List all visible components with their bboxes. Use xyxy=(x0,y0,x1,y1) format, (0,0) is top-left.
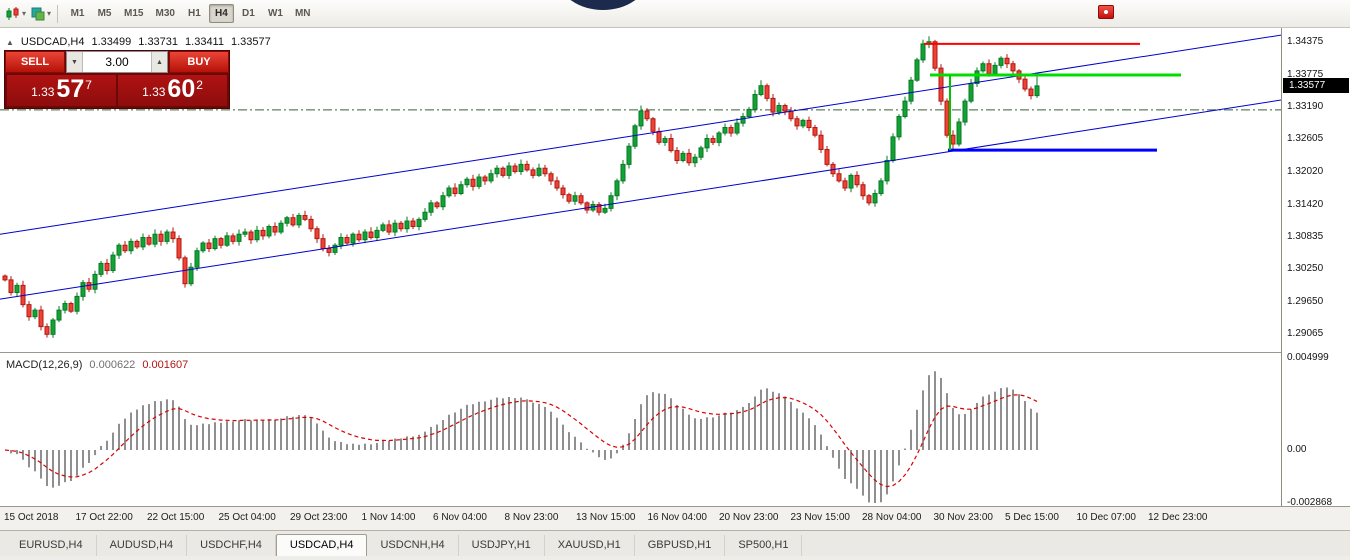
sell-price-prefix: 1.33 xyxy=(31,85,55,99)
time-axis-label: 20 Nov 23:00 xyxy=(719,512,779,523)
chevron-down-icon[interactable]: ▾ xyxy=(47,9,52,18)
timeframe-d1[interactable]: D1 xyxy=(242,8,255,19)
price-axis-label: 1.33775 xyxy=(1287,69,1324,80)
top-toolbar: ▾ ▾ M1 M5 M15 M30 H1 H4 D1 W1 MN xyxy=(0,0,1350,28)
pane-separator[interactable] xyxy=(0,352,1350,353)
price-axis-label: 1.32605 xyxy=(1287,133,1324,145)
time-axis-label: 25 Oct 04:00 xyxy=(218,512,276,523)
time-axis-label: 6 Nov 04:00 xyxy=(433,512,487,523)
time-axis-label: 13 Nov 15:00 xyxy=(576,512,636,523)
chart-window: ▲ USDCAD,H4 1.33499 1.33731 1.33411 1.33… xyxy=(0,28,1350,530)
sell-button[interactable]: SELL xyxy=(5,51,65,73)
timeframe-m5[interactable]: M5 xyxy=(97,8,112,19)
macd-main-value: 0.000622 xyxy=(89,359,136,371)
ohlc-open: 1.33499 xyxy=(91,36,132,48)
one-click-trading-panel: SELL ▼ 3.00 ▲ BUY 1.33 57 7 1.33 60 2 xyxy=(4,50,230,109)
buy-price-display[interactable]: 1.33 60 2 xyxy=(118,75,227,106)
ohlc-low: 1.33411 xyxy=(185,36,224,48)
price-axis-label: 1.29650 xyxy=(1287,295,1324,307)
time-axis-label: 28 Nov 04:00 xyxy=(862,512,922,523)
volume-stepper: ▼ 3.00 ▲ xyxy=(66,51,168,73)
volume-increase-button[interactable]: ▲ xyxy=(151,52,167,72)
macd-axis-label: -0.002868 xyxy=(1287,497,1333,508)
volume-value[interactable]: 3.00 xyxy=(105,55,129,69)
price-axis-label: 1.29065 xyxy=(1287,328,1324,340)
ohlc-close: 1.33577 xyxy=(230,36,271,48)
time-axis-label: 12 Dec 23:00 xyxy=(1148,512,1208,523)
price-axis-label: 1.30250 xyxy=(1287,262,1324,274)
macd-indicator-header: MACD(12,26,9) 0.000622 0.001607 xyxy=(6,359,188,371)
sell-price-display[interactable]: 1.33 57 7 xyxy=(7,75,116,106)
time-axis-label: 29 Oct 23:00 xyxy=(290,512,348,523)
time-axis-label: 22 Oct 15:00 xyxy=(147,512,205,523)
tab-eurusd[interactable]: EURUSD,H4 xyxy=(6,535,97,556)
time-axis[interactable]: 15 Oct 2018 17 Oct 22:00 22 Oct 15:00 25 Oc… xyxy=(0,507,1350,530)
timeframe-mn[interactable]: MN xyxy=(294,8,311,19)
volume-decrease-button[interactable]: ▼ xyxy=(67,52,83,72)
price-axis-label: 1.31420 xyxy=(1287,198,1324,210)
ohlc-high: 1.33731 xyxy=(138,36,179,48)
sell-price-pip: 7 xyxy=(85,78,92,92)
tab-usdcnh[interactable]: USDCNH,H4 xyxy=(367,535,459,556)
timeframe-m30[interactable]: M30 xyxy=(155,8,175,19)
tab-usdchf[interactable]: USDCHF,H4 xyxy=(187,535,276,556)
symbol-tab-bar: EURUSD,H4 AUDUSD,H4 USDCHF,H4 USDCAD,H4 USDC… xyxy=(0,530,1350,556)
price-axis[interactable]: 1.33577 1.34375 1.33775 1.33190 1.32605 1.32… xyxy=(1281,28,1350,508)
macd-axis-label: 0.00 xyxy=(1287,444,1307,455)
buy-price-main: 60 xyxy=(167,75,196,103)
timeframe-m1[interactable]: M1 xyxy=(70,8,85,19)
webcam-overlay xyxy=(559,0,647,10)
timeframe-m15[interactable]: M15 xyxy=(124,8,144,19)
macd-title: MACD(12,26,9) xyxy=(6,359,83,371)
price-axis-label: 1.33190 xyxy=(1287,101,1324,113)
price-axis-label: 1.32020 xyxy=(1287,165,1324,177)
marker-up-icon: ▲ xyxy=(6,37,14,47)
time-axis-label: 8 Nov 23:00 xyxy=(504,512,559,523)
time-axis-label: 23 Nov 15:00 xyxy=(790,512,851,523)
time-axis-label: 5 Dec 15:00 xyxy=(1005,512,1059,523)
candlestick-chart-icon[interactable] xyxy=(4,5,22,23)
sell-price-main: 57 xyxy=(56,75,85,103)
macd-chart[interactable] xyxy=(0,354,1281,506)
tab-xauusd[interactable]: XAUUSD,H1 xyxy=(545,535,635,556)
price-axis-label: 1.34375 xyxy=(1287,36,1324,47)
buy-price-pip: 2 xyxy=(196,78,203,92)
timeframe-w1[interactable]: W1 xyxy=(267,8,283,19)
timeframe-h1[interactable]: H1 xyxy=(188,8,201,19)
price-chart[interactable] xyxy=(0,30,1281,352)
toolbar-separator xyxy=(57,4,59,23)
buy-price-prefix: 1.33 xyxy=(142,85,166,99)
macd-signal-value: 0.001607 xyxy=(142,359,189,371)
current-price-tag: 1.33577 xyxy=(1283,77,1349,93)
chart-ohlc-header: ▲ USDCAD,H4 1.33499 1.33731 1.33411 1.33… xyxy=(6,36,271,48)
time-axis-label: 16 Nov 04:00 xyxy=(647,512,708,523)
price-axis-label: 1.30835 xyxy=(1287,230,1324,242)
time-axis-label: 15 Oct 2018 xyxy=(4,512,59,523)
tab-audusd[interactable]: AUDUSD,H4 xyxy=(97,535,188,556)
time-axis-label: 17 Oct 22:00 xyxy=(75,512,133,523)
time-axis-label: 1 Nov 14:00 xyxy=(361,512,416,523)
chevron-down-icon[interactable]: ▾ xyxy=(22,9,27,18)
tab-gbpusd[interactable]: GBPUSD,H1 xyxy=(635,535,726,556)
buy-button[interactable]: BUY xyxy=(169,51,229,73)
time-axis-label: 10 Dec 07:00 xyxy=(1076,512,1137,523)
chart-objects-icon[interactable] xyxy=(29,5,47,23)
macd-axis-label: 0.004999 xyxy=(1287,351,1329,363)
tab-sp500[interactable]: SP500,H1 xyxy=(725,535,803,556)
timeframe-toolbar: M1 M5 M15 M30 H1 H4 D1 W1 MN xyxy=(64,4,316,23)
alert-icon[interactable] xyxy=(1098,5,1114,19)
timeframe-h4[interactable]: H4 xyxy=(208,4,234,23)
tab-usdcad[interactable]: USDCAD,H4 xyxy=(275,534,368,556)
time-axis-label: 30 Nov 23:00 xyxy=(933,512,994,523)
pane-separator xyxy=(0,506,1350,507)
chart-symbol: USDCAD,H4 xyxy=(20,36,85,48)
tab-usdjpy[interactable]: USDJPY,H1 xyxy=(459,535,545,556)
